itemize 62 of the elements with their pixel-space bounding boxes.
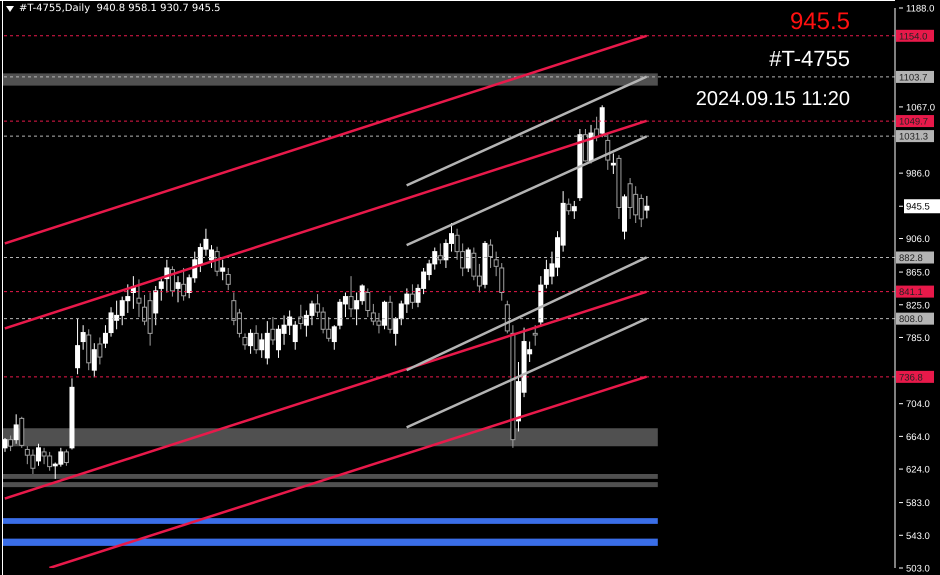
candlestick <box>488 238 494 268</box>
candlestick <box>254 324 259 354</box>
candlestick <box>242 332 248 350</box>
y-tick-label: 785.0 <box>906 332 930 344</box>
candlestick <box>410 284 415 310</box>
ref-line-label: 736.8 <box>899 372 923 384</box>
candlestick <box>209 244 214 268</box>
y-tick-label: 583.0 <box>906 498 930 510</box>
y-tick-label: 704.0 <box>906 399 930 410</box>
y-tick-label: 543.0 <box>906 530 930 542</box>
y-tick-label: 503.0 <box>906 564 930 574</box>
candlestick <box>348 276 354 318</box>
annotation: 945.5 <box>790 8 850 36</box>
y-tick-label: 986.0 <box>906 168 930 180</box>
candlestick <box>466 247 471 273</box>
chart-title: #T-4755,Daily 940.8 958.1 930.7 945.5 <box>19 3 221 14</box>
candlestick <box>181 267 186 302</box>
annotation: 2024.09.15 11:20 <box>696 88 850 111</box>
y-tick-label: 865.0 <box>906 268 930 279</box>
ref-line-label: 808.0 <box>899 314 923 326</box>
candlestick <box>75 318 80 375</box>
candlestick <box>36 443 41 466</box>
candlestick <box>153 285 158 326</box>
candlestick <box>382 300 388 330</box>
y-tick-label: 1067.0 <box>906 102 936 114</box>
y-tick-label: 825.0 <box>906 300 930 312</box>
candlestick <box>365 288 370 318</box>
candlestick <box>572 200 577 220</box>
candlestick <box>102 324 108 349</box>
candlestick <box>64 448 69 466</box>
candlestick <box>610 153 616 174</box>
candlestick <box>92 342 97 378</box>
candlestick <box>532 324 538 346</box>
candlestick <box>270 316 276 346</box>
candlestick <box>97 336 102 365</box>
y-tick-label: 624.0 <box>906 464 930 476</box>
y-tick-label: 945.5 <box>906 202 930 213</box>
annotation: #T-4755 <box>769 46 850 72</box>
candlestick <box>248 328 254 354</box>
candlestick <box>14 414 19 444</box>
ref-line-label: 1049.7 <box>899 116 928 128</box>
ref-line-label: 882.8 <box>899 253 923 264</box>
candlestick <box>438 242 443 264</box>
candlestick <box>176 276 181 303</box>
y-tick-label: 906.0 <box>906 234 930 246</box>
y-tick-label: 1188.0 <box>906 4 934 14</box>
candlestick <box>220 259 226 281</box>
ref-line-label: 841.1 <box>899 287 923 298</box>
ref-line-label: 1154.0 <box>899 31 928 42</box>
y-tick-label: 664.0 <box>906 432 930 443</box>
ref-line-label: 1103.7 <box>899 72 928 84</box>
candlestick <box>332 324 337 350</box>
candlestick <box>566 198 572 216</box>
candlestick <box>158 277 164 302</box>
ref-line-label: 1031.3 <box>899 132 928 143</box>
candlestick <box>136 278 142 318</box>
candlestick <box>644 195 650 219</box>
candlestick <box>494 251 499 277</box>
candlestick <box>226 267 231 291</box>
candlestick <box>298 304 304 330</box>
candlestick <box>8 435 14 452</box>
candlestick <box>80 324 86 350</box>
